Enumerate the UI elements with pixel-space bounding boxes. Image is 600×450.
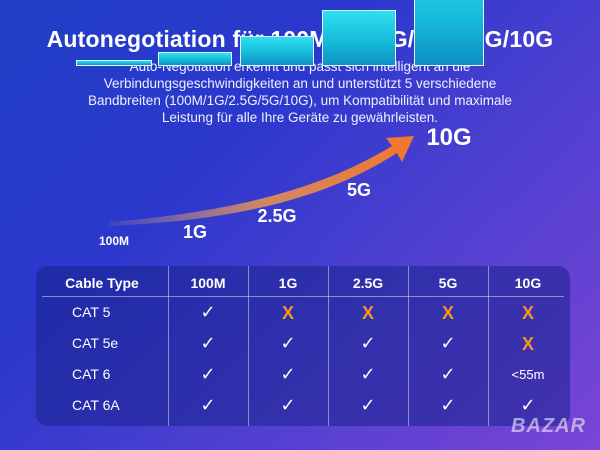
cross-icon: X	[361, 303, 374, 323]
check-icon: ✓	[440, 364, 456, 384]
bar-10g	[414, 0, 484, 66]
column-header: 10G	[514, 275, 542, 291]
check-icon: ✓	[360, 395, 376, 415]
bar-100m	[76, 60, 152, 66]
check-icon: ✓	[360, 333, 376, 353]
cross-icon: X	[441, 303, 454, 323]
description-line: Leistung für alle Ihre Geräte zu gewährl…	[161, 110, 439, 125]
check-icon: ✓	[360, 364, 376, 384]
speed-chart: 100M 1G 2.5G 5G 10G	[76, 0, 484, 248]
description-line: Verbindungsgeschwindigkeiten an und unte…	[103, 76, 497, 91]
check-icon: ✓	[440, 333, 456, 353]
bar-label-1g: 1G	[182, 222, 207, 242]
column-header: 2.5G	[352, 275, 384, 291]
cross-icon: X	[521, 303, 534, 323]
distance-limit: <55m	[511, 367, 545, 382]
bar-5g	[322, 10, 396, 66]
column-header: 1G	[278, 275, 298, 291]
column-header: Cable Type	[65, 275, 139, 291]
check-icon: ✓	[280, 395, 296, 415]
cross-icon: X	[521, 334, 534, 354]
column-header: 5G	[438, 275, 458, 291]
column-header: 100M	[190, 275, 226, 291]
bar-1g	[158, 52, 232, 66]
bar-label-10g: 10G	[426, 124, 472, 151]
cross-icon: X	[281, 303, 294, 323]
row-label: CAT 5	[72, 304, 111, 320]
check-icon: ✓	[200, 333, 216, 353]
bar-label-5g: 5G	[346, 180, 371, 200]
bar-label-2-5g: 2.5G	[257, 206, 297, 226]
description: Auto-Negotiation erkennt und passt sich …	[30, 58, 570, 126]
check-icon: ✓	[200, 302, 216, 322]
watermark-logo: BAZAR	[511, 415, 586, 437]
row-label: CAT 6	[72, 366, 111, 382]
row-label: CAT 5e	[72, 335, 119, 351]
check-icon: ✓	[520, 395, 536, 415]
compatibility-table: Cable Type 100M 1G 2.5G 5G 10G CAT 5 ✓ X…	[36, 266, 570, 426]
check-icon: ✓	[280, 364, 296, 384]
row-label: CAT 6A	[72, 397, 120, 413]
bar-2-5g	[240, 36, 314, 66]
check-icon: ✓	[200, 395, 216, 415]
check-icon: ✓	[440, 395, 456, 415]
description-line: Bandbreiten (100M/1G/2.5G/5G/10G), um Ko…	[88, 93, 512, 108]
check-icon: ✓	[200, 364, 216, 384]
bar-label-100m: 100M	[98, 234, 130, 248]
check-icon: ✓	[280, 333, 296, 353]
